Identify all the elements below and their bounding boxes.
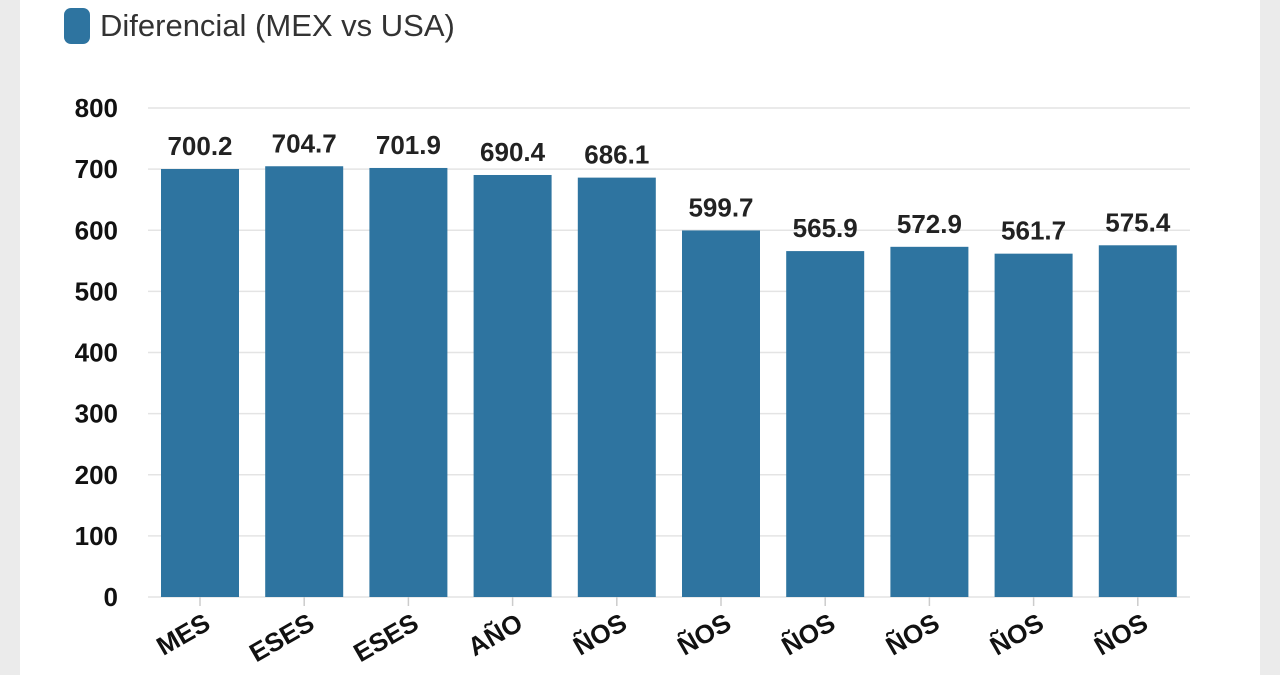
legend-label: Diferencial (MEX vs USA)	[100, 8, 455, 43]
y-tick-label: 600	[75, 215, 118, 245]
bar	[473, 174, 552, 598]
y-tick-label: 0	[104, 582, 118, 612]
data-label: 561.7	[1001, 216, 1066, 246]
bar	[682, 230, 760, 597]
bar	[265, 166, 344, 597]
data-label: 700.2	[167, 131, 232, 161]
legend: Diferencial (MEX vs USA)	[64, 6, 455, 46]
x-tick-label: ÑOS	[776, 607, 840, 661]
y-tick-label: 800	[75, 93, 118, 123]
y-tick-label: 200	[75, 460, 118, 490]
x-tick-label: ESES	[348, 607, 423, 668]
x-tick-label: ESES	[244, 607, 319, 668]
bar	[577, 177, 656, 597]
x-tick-label: AÑO	[463, 607, 528, 662]
data-label: 690.4	[480, 137, 546, 167]
data-label: 565.9	[793, 213, 858, 243]
bar	[786, 251, 865, 597]
legend-swatch	[64, 8, 90, 44]
data-label: 704.7	[272, 128, 337, 158]
x-tick-label: ÑOS	[881, 607, 945, 661]
data-label: 575.4	[1105, 207, 1171, 237]
y-tick-label: 300	[75, 399, 118, 429]
bar	[890, 246, 969, 597]
bar	[1098, 245, 1177, 597]
data-label: 599.7	[688, 192, 753, 222]
x-tick-label: MES	[151, 607, 215, 661]
bar	[369, 167, 448, 597]
x-tick-label: ÑOS	[1089, 607, 1153, 661]
data-label: 686.1	[584, 140, 649, 170]
data-label: 701.9	[376, 130, 441, 160]
data-label: 572.9	[897, 209, 962, 239]
bar	[994, 253, 1073, 597]
x-tick-label: ÑOS	[568, 607, 632, 661]
y-tick-label: 400	[75, 338, 118, 368]
y-tick-label: 500	[75, 276, 118, 306]
y-tick-label: 100	[75, 521, 118, 551]
x-tick-label: ÑOS	[672, 607, 736, 661]
bar	[161, 169, 239, 597]
x-tick-label: ÑOS	[985, 607, 1049, 661]
y-tick-label: 700	[75, 154, 118, 184]
